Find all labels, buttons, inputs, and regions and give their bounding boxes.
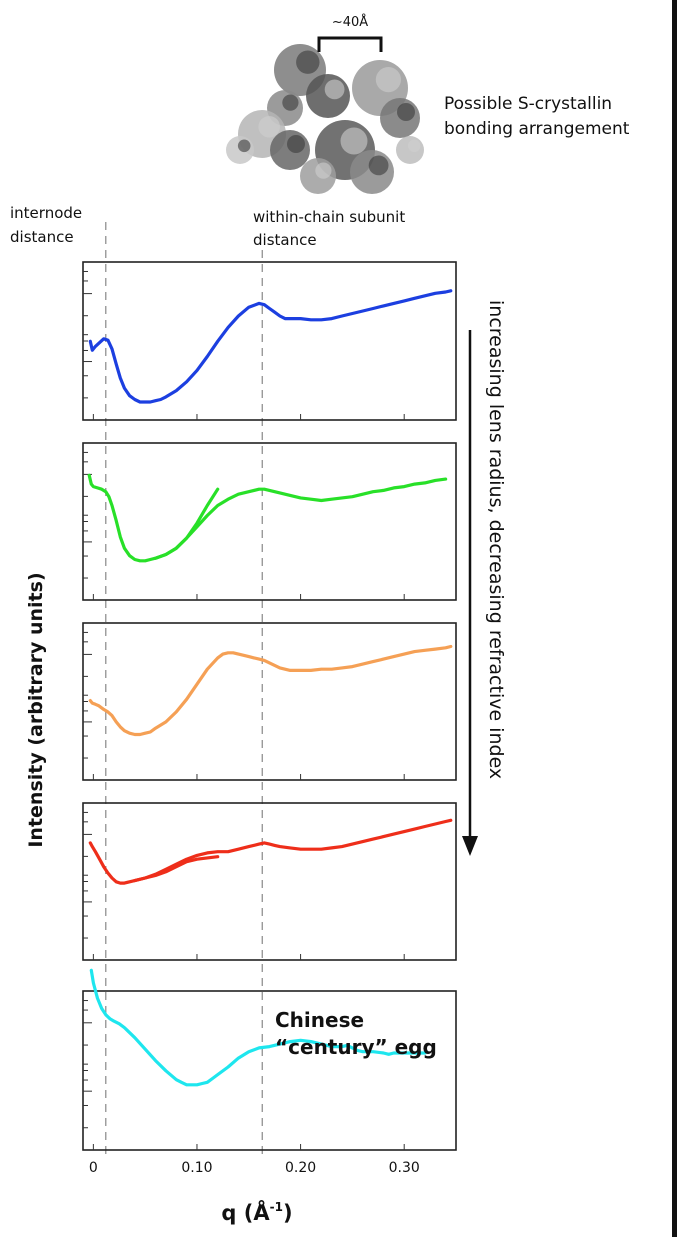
protein-blob-detail [315, 162, 332, 179]
protein-blob-detail [237, 139, 251, 153]
x-axis-label-main: q (Å [221, 1200, 270, 1225]
protein-blob-detail [282, 94, 299, 111]
x-axis: 0 0.10 0.20 0.30 [89, 1160, 420, 1176]
protein-structure-illustration [226, 44, 424, 194]
x-tick-label: 0.30 [389, 1160, 420, 1176]
x-axis-label-sup: -1 [270, 1200, 283, 1214]
series-line [153, 487, 220, 560]
guide-label-internode-1: internode [10, 204, 82, 222]
scale-bracket [317, 36, 383, 52]
panels: Chinese “century” egg [82, 261, 457, 1151]
scale-label: ~40Å [332, 14, 368, 30]
right-border [672, 0, 677, 1237]
panel-annotation: “century” egg [275, 1035, 437, 1059]
series-line [88, 818, 453, 885]
panel [82, 622, 457, 781]
protein-blob-detail [258, 116, 281, 138]
arrow-head [462, 836, 478, 856]
x-tick-label: 0.10 [181, 1160, 212, 1176]
x-tick-label: 0.20 [285, 1160, 316, 1176]
protein-blob-detail [368, 155, 389, 176]
panel-frame [82, 990, 457, 1151]
panel: Chinese “century” egg [82, 968, 457, 1151]
series-line [133, 855, 220, 883]
panel-frame [82, 622, 457, 781]
x-axis-label: q (Å-1) [221, 1200, 292, 1225]
y-axis-label: Intensity (arbitrary units) [25, 572, 47, 847]
x-tick-label: 0 [89, 1160, 98, 1176]
structure-caption-line1: Possible S-crystallin [444, 94, 612, 114]
protein-blob-detail [407, 139, 421, 153]
panel-annotation: Chinese [275, 1008, 364, 1032]
arrow-label: increasing lens radius, decreasing refra… [485, 300, 507, 779]
series-line [88, 644, 453, 737]
panel-frame [82, 802, 457, 961]
guide-label-subunit-1: within-chain subunit [253, 208, 405, 226]
panel-frame [82, 442, 457, 601]
panel-frame [82, 261, 457, 421]
protein-blob-detail [340, 127, 368, 155]
protein-blob-detail [287, 135, 305, 153]
panel [82, 261, 457, 421]
guide-lines [105, 222, 263, 1160]
protein-blob-detail [375, 67, 401, 93]
guide-label-internode-2: distance [10, 228, 74, 246]
protein-blob-detail [296, 50, 320, 74]
series-line [87, 473, 448, 563]
protein-blob-detail [397, 103, 415, 121]
structure-caption-line2: bonding arrangement [444, 119, 630, 139]
protein-blob-detail [324, 79, 345, 100]
panel [82, 442, 457, 601]
series-line [88, 289, 453, 404]
panel [82, 802, 457, 961]
x-axis-label-close: ) [283, 1201, 293, 1225]
series-line [89, 968, 427, 1087]
guide-label-subunit-2: distance [253, 231, 317, 249]
